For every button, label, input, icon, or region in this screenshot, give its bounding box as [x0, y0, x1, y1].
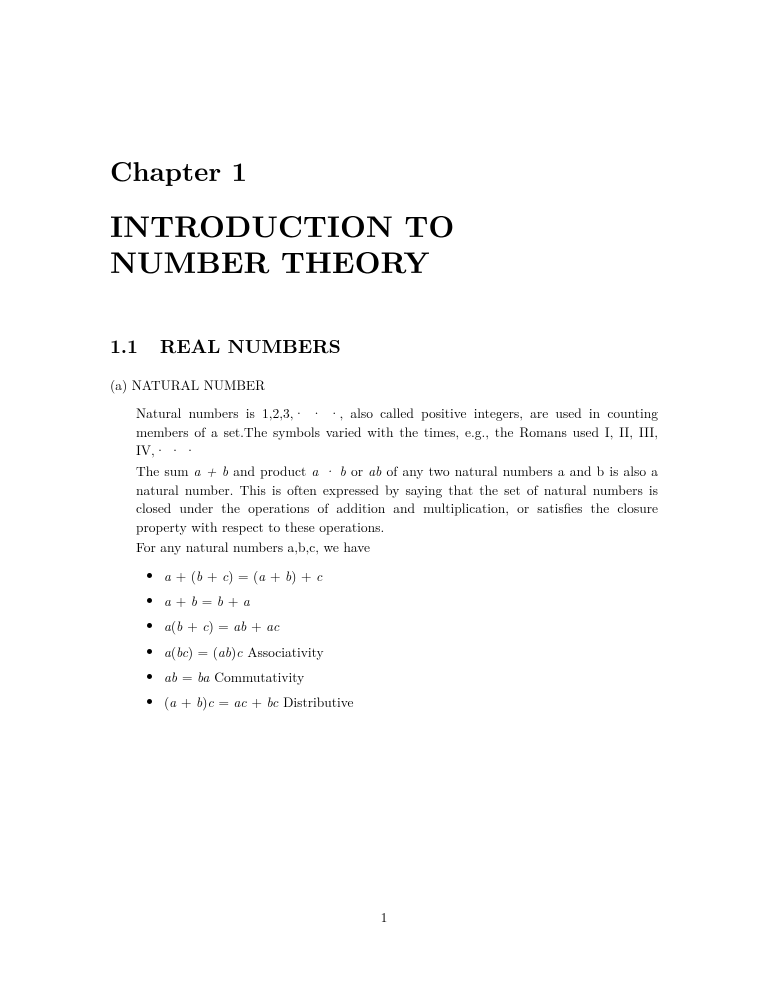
property-item: a(bc) = (ab)c Associativity [164, 643, 658, 661]
property-item: (a + b)c = ac + bc Distributive [164, 693, 658, 711]
section-number: 1.1 [110, 331, 138, 359]
text: or [346, 461, 368, 480]
math: a + b [194, 461, 228, 480]
property-item: a(b + c) = ab + ac [164, 617, 658, 635]
item-label: (a) NATURAL NUMBER [110, 375, 658, 394]
property-item: ab = ba Commutativity [164, 668, 658, 686]
section-heading: 1.1 REAL NUMBERS [110, 331, 658, 359]
chapter-title-line2: NUMBER THEORY [110, 239, 430, 282]
section-title: REAL NUMBERS [160, 331, 341, 359]
property-item: a + b = b + a [164, 592, 658, 610]
chapter-label: Chapter 1 [110, 150, 658, 189]
text: and product [228, 461, 311, 480]
property-item: a + (b + c) = (a + b) + c [164, 567, 658, 585]
ellipsis: · · · [155, 440, 196, 459]
math: ab [368, 461, 381, 480]
paragraph-2: The sum a + b and product a · b or ab of… [136, 462, 658, 537]
text: Natural numbers is 1,2,3, [136, 403, 294, 422]
property-list: a + (b + c) = (a + b) + c a + b = b + a … [136, 567, 658, 711]
page-number: 1 [0, 907, 768, 926]
math: a · b [311, 461, 345, 480]
ellipsis: · · · [294, 403, 340, 422]
chapter-title: INTRODUCTION TO NUMBER THEORY [110, 207, 658, 279]
text: The sum [136, 461, 194, 480]
paragraph-3: For any natural numbers a,b,c, we have [136, 538, 658, 557]
paragraph-1: Natural numbers is 1,2,3,· · ·, also cal… [136, 404, 658, 460]
page: Chapter 1 INTRODUCTION TO NUMBER THEORY … [0, 0, 768, 711]
